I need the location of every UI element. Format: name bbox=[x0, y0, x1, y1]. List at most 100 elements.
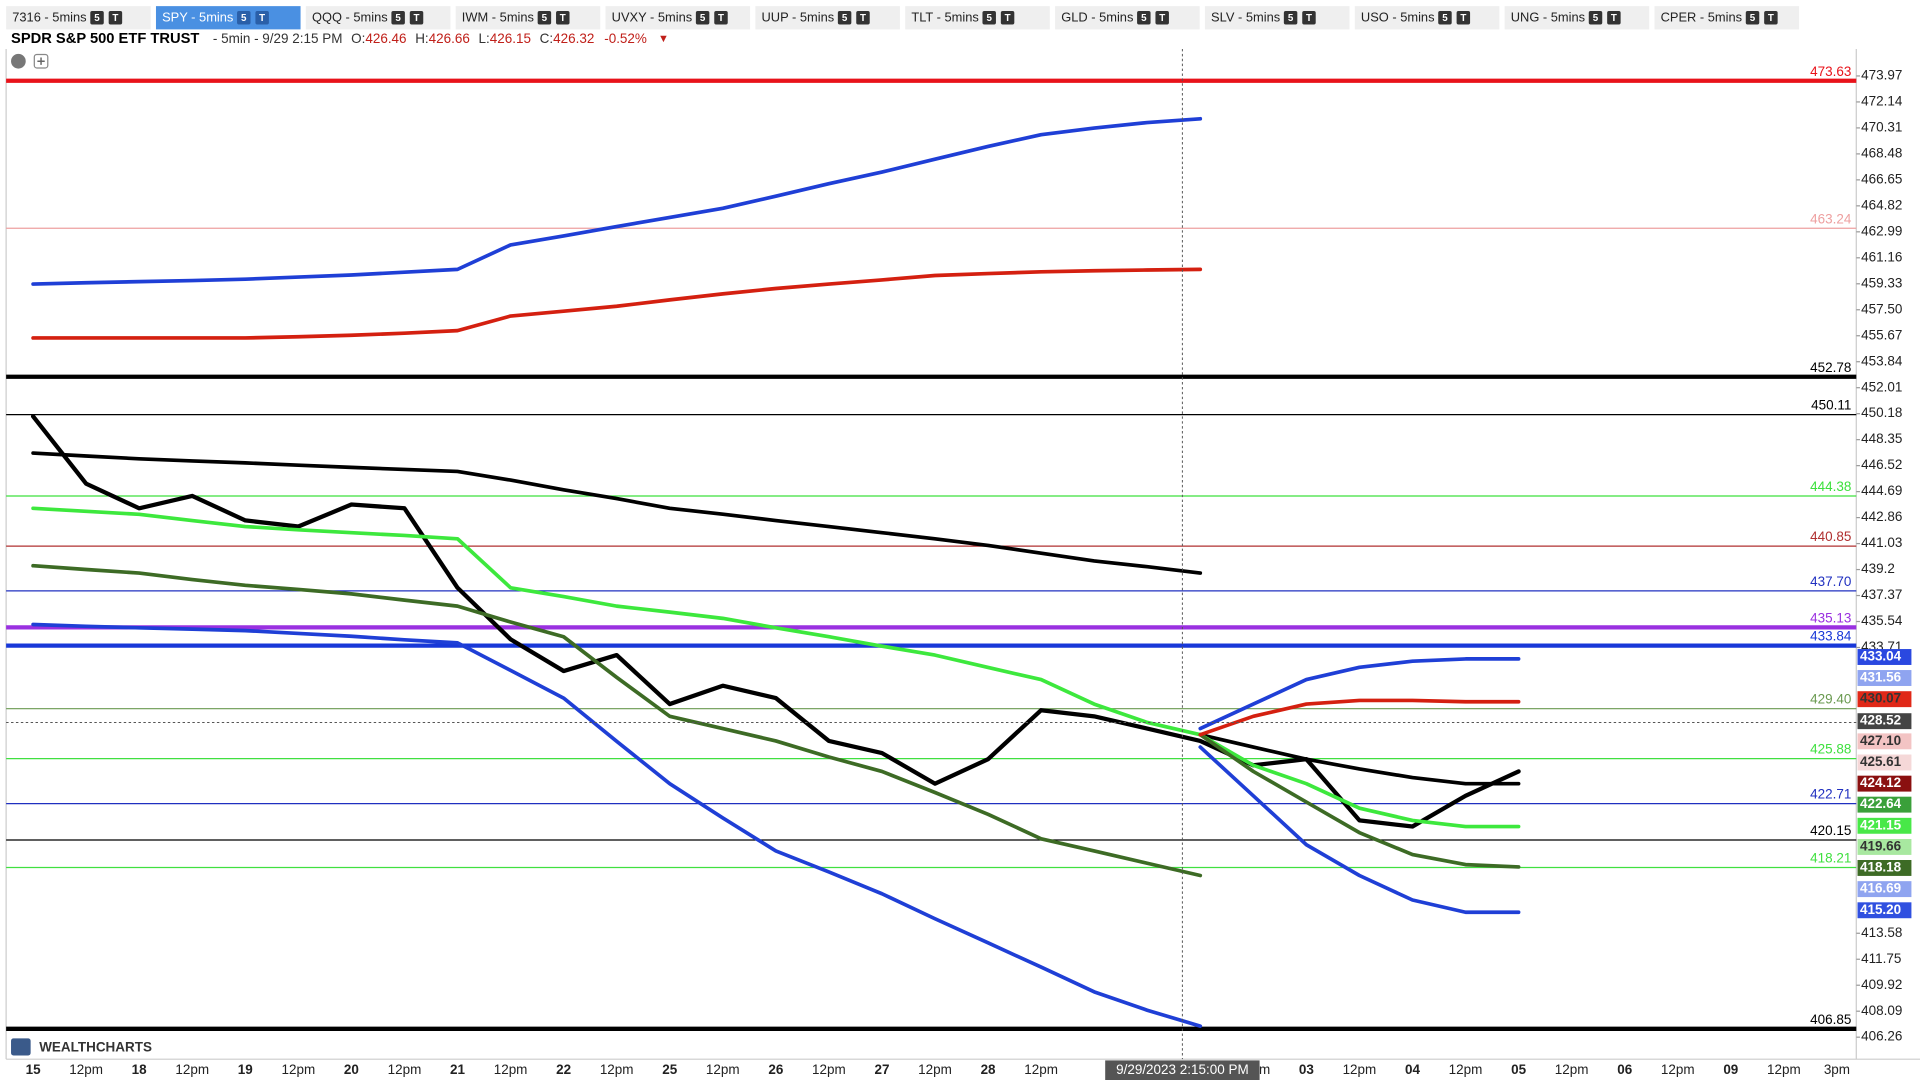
tab-badge bbox=[1000, 11, 1015, 25]
tab-badge-label: 5 bbox=[1141, 13, 1147, 24]
plot-area: 473.63 463.24 452.78 450.11 444.38 440.85 437.… bbox=[6, 64, 1857, 1031]
tab-label: SLV - 5mins bbox=[1211, 10, 1280, 25]
x-tick-label: 20 bbox=[344, 1062, 359, 1077]
x-tick-label: 19 bbox=[238, 1062, 253, 1077]
tab-badge bbox=[537, 11, 552, 25]
tab-badge-label: 5 bbox=[241, 13, 247, 24]
last-value-box bbox=[1857, 902, 1912, 919]
price-level-label: 420.15 bbox=[1810, 823, 1851, 838]
last-value-box bbox=[1857, 817, 1912, 834]
tab-label: UUP - 5mins bbox=[762, 10, 835, 25]
y-axis: 473.97 472.14 470.31 468.48 466.65 464.82 462.… bbox=[1856, 68, 1912, 1044]
x-tick-label: 18 bbox=[132, 1062, 147, 1077]
price-level-label: 450.11 bbox=[1811, 398, 1851, 413]
price-level-label: 437.70 bbox=[1810, 574, 1851, 589]
tab-badge bbox=[837, 11, 852, 25]
last-value-label: 433.04 bbox=[1860, 649, 1902, 664]
tab-label: IWM - 5mins bbox=[462, 10, 534, 25]
last-value-label: 419.66 bbox=[1860, 839, 1901, 854]
y-tick-label: 411.75 bbox=[1861, 951, 1901, 966]
tab-background bbox=[1654, 6, 1800, 30]
x-tick-label: 03 bbox=[1299, 1062, 1314, 1077]
tab-label: UNG - 5mins bbox=[1511, 10, 1585, 25]
x-tick-label: 27 bbox=[874, 1062, 889, 1077]
tab-badge bbox=[1438, 11, 1452, 25]
ohlc-key: H: bbox=[415, 31, 428, 46]
tab-badge bbox=[982, 11, 996, 25]
x-tick-label: 12pm bbox=[494, 1062, 528, 1077]
tab-badge bbox=[1283, 11, 1298, 25]
tab-badge-label: T bbox=[259, 13, 265, 24]
tab-label: USO - 5mins bbox=[1361, 10, 1435, 25]
y-tick-label: 461.16 bbox=[1861, 249, 1902, 264]
x-tick-label: 26 bbox=[768, 1062, 783, 1077]
tab-badge bbox=[556, 11, 570, 25]
x-tick-label: 12pm bbox=[69, 1062, 103, 1077]
tab-bar: 7316 - 5mins 5 T SPY - 5mins 5 T QQQ - 5mins 5 T… bbox=[6, 6, 1800, 30]
tab-badge bbox=[1137, 11, 1151, 25]
price-level-label: 435.13 bbox=[1810, 610, 1851, 625]
tab-badge bbox=[1456, 11, 1471, 25]
tab-badge bbox=[108, 11, 123, 25]
tab[interactable]: 7316 - 5mins 5 T bbox=[6, 6, 151, 30]
price-level-label: 429.40 bbox=[1810, 692, 1851, 707]
y-tick-label: 442.86 bbox=[1861, 509, 1902, 524]
tab[interactable]: TLT - 5mins 5 T bbox=[905, 6, 1050, 30]
tab-badge-label: T bbox=[1005, 13, 1011, 24]
y-tick-label: 459.33 bbox=[1861, 275, 1902, 290]
tab[interactable]: UUP - 5mins 5 T bbox=[755, 6, 900, 30]
settings-button[interactable] bbox=[11, 53, 26, 69]
y-tick-label: 470.31 bbox=[1861, 119, 1902, 134]
tab[interactable]: UNG - 5mins 5 T bbox=[1504, 6, 1650, 30]
x-tick-label: 3pm bbox=[1824, 1062, 1850, 1077]
tab-badge bbox=[1764, 11, 1778, 25]
tab[interactable]: IWM - 5mins 5 T bbox=[455, 6, 601, 30]
ohlc-key: L: bbox=[479, 31, 490, 46]
price-level-label: 425.88 bbox=[1810, 742, 1851, 757]
y-tick-label: 452.01 bbox=[1861, 379, 1902, 394]
price-level-label: 463.24 bbox=[1810, 211, 1852, 226]
price-level-label: 452.78 bbox=[1810, 360, 1851, 375]
last-value-label: 422.64 bbox=[1860, 796, 1902, 811]
last-value-box bbox=[1857, 670, 1912, 686]
last-value-label: 425.61 bbox=[1860, 754, 1902, 769]
last-value-box bbox=[1857, 881, 1912, 898]
y-tick-label: 448.35 bbox=[1861, 431, 1902, 446]
symbol-name: SPDR S&P 500 ETF TRUST bbox=[11, 31, 199, 47]
tab[interactable]: CPER - 5mins 5 T bbox=[1654, 6, 1800, 30]
tab-badge-label: T bbox=[1611, 13, 1617, 24]
last-value-label: 424.12 bbox=[1860, 775, 1901, 790]
tab-badge bbox=[1155, 11, 1169, 25]
tab-badge bbox=[1607, 11, 1621, 25]
tab[interactable]: SLV - 5mins 5 T bbox=[1204, 6, 1350, 30]
tab[interactable]: USO - 5mins 5 T bbox=[1354, 6, 1500, 30]
tab[interactable]: SPY - 5mins 5 T bbox=[155, 6, 301, 30]
y-tick-label: 413.58 bbox=[1861, 925, 1902, 940]
x-tick-label: 12pm bbox=[600, 1062, 634, 1077]
tab-background bbox=[605, 6, 751, 30]
tab-badge-label: 5 bbox=[700, 13, 706, 24]
change: -0.52% bbox=[604, 31, 647, 46]
last-value-label: 415.20 bbox=[1860, 902, 1901, 917]
tab-badge bbox=[1302, 11, 1316, 25]
tab[interactable]: UVXY - 5mins 5 T bbox=[605, 6, 751, 30]
price-level-label: 440.85 bbox=[1810, 529, 1851, 544]
last-value-box bbox=[1857, 733, 1912, 750]
last-value-label: 428.52 bbox=[1860, 713, 1901, 728]
tab-badge bbox=[856, 11, 870, 25]
chart-header: SPDR S&P 500 ETF TRUST - 5min - 9/29 2:1… bbox=[11, 31, 669, 47]
x-tick-label: 06 bbox=[1617, 1062, 1632, 1077]
tab-label: CPER - 5mins bbox=[1661, 10, 1742, 25]
tab-badge-label: T bbox=[112, 13, 118, 24]
tab-badge-label: T bbox=[1768, 13, 1774, 24]
series-line bbox=[31, 563, 1203, 878]
tab[interactable]: QQQ - 5mins 5 T bbox=[305, 6, 451, 30]
y-tick-label: 473.97 bbox=[1861, 68, 1902, 83]
ohlc-value: 426.15 bbox=[490, 31, 531, 46]
tab-badge-label: 5 bbox=[1750, 13, 1756, 24]
y-tick-label: 472.14 bbox=[1861, 93, 1903, 108]
x-tick-label: 09 bbox=[1723, 1062, 1738, 1077]
tab[interactable]: GLD - 5mins 5 T bbox=[1055, 6, 1200, 30]
x-tick-label: 12pm bbox=[1661, 1062, 1695, 1077]
tab-badge-label: 5 bbox=[542, 13, 548, 24]
